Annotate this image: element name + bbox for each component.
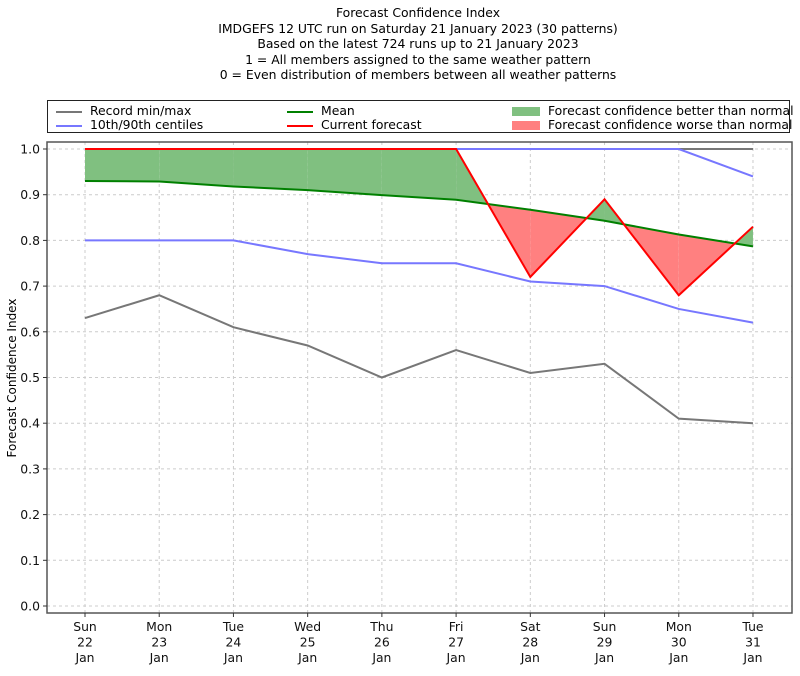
- x-tick-label-date: 26: [374, 635, 390, 650]
- chart-subtitle-scale-min: 0 = Even distribution of members between…: [219, 67, 617, 83]
- y-tick-label: 0.1: [20, 553, 40, 568]
- y-tick-label: 1.0: [20, 142, 40, 157]
- x-tick-label-day: Sat: [520, 619, 540, 634]
- x-tick-label-day: Tue: [741, 619, 763, 634]
- legend-item-worse: Forecast confidence worse than normal: [512, 117, 792, 132]
- x-tick-label-month: Jan: [149, 650, 169, 665]
- y-tick-label: 0.2: [20, 507, 40, 522]
- x-tick-label-date: 29: [597, 635, 613, 650]
- x-tick-label-day: Mon: [146, 619, 172, 634]
- legend-swatch-mean: [287, 110, 313, 113]
- x-tick-label-day: Tue: [222, 619, 244, 634]
- x-tick-label-date: 27: [448, 635, 464, 650]
- x-tick-label-month: Jan: [668, 650, 688, 665]
- chart-subtitle-based-on: Based on the latest 724 runs up to 21 Ja…: [257, 36, 579, 52]
- x-tick-label-date: 30: [671, 635, 687, 650]
- grid: [47, 142, 792, 613]
- x-tick-label-day: Wed: [294, 619, 321, 634]
- chart-subtitle-scale-max: 1 = All members assigned to the same wea…: [245, 51, 591, 67]
- y-axis: 0.0 0.1 0.2 0.3 0.4 0.5 0.6 0.7 0.8 0.9 1.0: [20, 142, 47, 614]
- x-tick-label-date: 25: [300, 635, 316, 650]
- y-tick-label: 0.7: [20, 279, 40, 294]
- chart-title-block: Forecast Confidence Index IMDGEFS 12 UTC…: [0, 5, 800, 83]
- x-tick-label-day: Fri: [449, 619, 464, 634]
- x-tick-label-date: 24: [226, 635, 242, 650]
- series-lines: [84, 148, 754, 425]
- legend-swatch-better: [512, 107, 540, 116]
- fill-worse-than-normal: [678, 234, 735, 296]
- fill-worse-than-normal: [530, 209, 587, 277]
- legend-label-worse: Forecast confidence worse than normal: [548, 117, 793, 132]
- y-tick-label: 0.8: [20, 233, 40, 248]
- legend-label-current: Current forecast: [321, 117, 422, 132]
- y-tick-label: 0.9: [20, 187, 40, 202]
- x-tick-label-day: Sun: [593, 619, 617, 634]
- x-tick-label-date: 23: [151, 635, 167, 650]
- line-record-min: [84, 294, 754, 425]
- x-axis: Sun22JanMon23JanTue24JanWed25JanThu26Jan…: [73, 613, 764, 665]
- x-tick-label-date: 28: [522, 635, 538, 650]
- x-tick-label-date: 22: [77, 635, 93, 650]
- y-tick-label: 0.6: [20, 324, 40, 339]
- x-tick-label-day: Thu: [369, 619, 393, 634]
- legend-item-mean: Mean: [287, 103, 355, 118]
- y-tick-label: 0.5: [20, 370, 40, 385]
- x-tick-label-month: Jan: [297, 650, 317, 665]
- x-tick-label-day: Sun: [73, 619, 97, 634]
- confidence-fills: [85, 149, 753, 296]
- x-tick-label-month: Jan: [446, 650, 466, 665]
- legend-swatch-record: [56, 110, 82, 113]
- legend-label-centiles: 10th/90th centiles: [90, 117, 204, 132]
- legend-item-centiles: 10th/90th centiles: [56, 117, 203, 132]
- fill-better-than-normal: [381, 149, 457, 200]
- legend-item-better: Forecast confidence better than normal: [512, 103, 794, 118]
- x-tick-label-day: Mon: [666, 619, 692, 634]
- x-tick-label-month: Jan: [520, 650, 540, 665]
- x-tick-label-month: Jan: [371, 650, 391, 665]
- chart-title: Forecast Confidence Index: [335, 5, 501, 20]
- legend-label-record: Record min/max: [90, 103, 192, 118]
- legend-item-current: Current forecast: [287, 117, 422, 132]
- legend-swatch-worse: [512, 121, 540, 130]
- legend-swatch-centiles: [56, 124, 82, 127]
- legend-swatch-current: [287, 124, 313, 127]
- fill-better-than-normal: [233, 149, 308, 191]
- fill-better-than-normal: [85, 149, 160, 182]
- legend-label-mean: Mean: [321, 103, 355, 118]
- y-tick-label: 0.3: [20, 461, 40, 476]
- x-tick-label-month: Jan: [223, 650, 243, 665]
- fill-better-than-normal: [159, 149, 234, 187]
- fill-better-than-normal: [307, 149, 382, 196]
- line-10th-centile: [85, 239, 754, 324]
- y-tick-label: 0.0: [20, 599, 40, 614]
- y-tick-label: 0.4: [20, 416, 40, 431]
- chart-subtitle-run: IMDGEFS 12 UTC run on Saturday 21 Januar…: [218, 20, 618, 36]
- x-tick-label-month: Jan: [594, 650, 614, 665]
- y-axis-label: Forecast Confidence Index: [5, 299, 19, 458]
- line-mean: [84, 179, 754, 248]
- legend: Record min/max 10th/90th centiles Mean C…: [47, 100, 794, 133]
- x-tick-label-month: Jan: [74, 650, 94, 665]
- line-current-forecast: [85, 148, 754, 297]
- legend-label-better: Forecast confidence better than normal: [548, 103, 794, 118]
- x-tick-label-date: 31: [745, 635, 761, 650]
- legend-item-record: Record min/max: [56, 103, 191, 118]
- x-tick-label-month: Jan: [742, 650, 762, 665]
